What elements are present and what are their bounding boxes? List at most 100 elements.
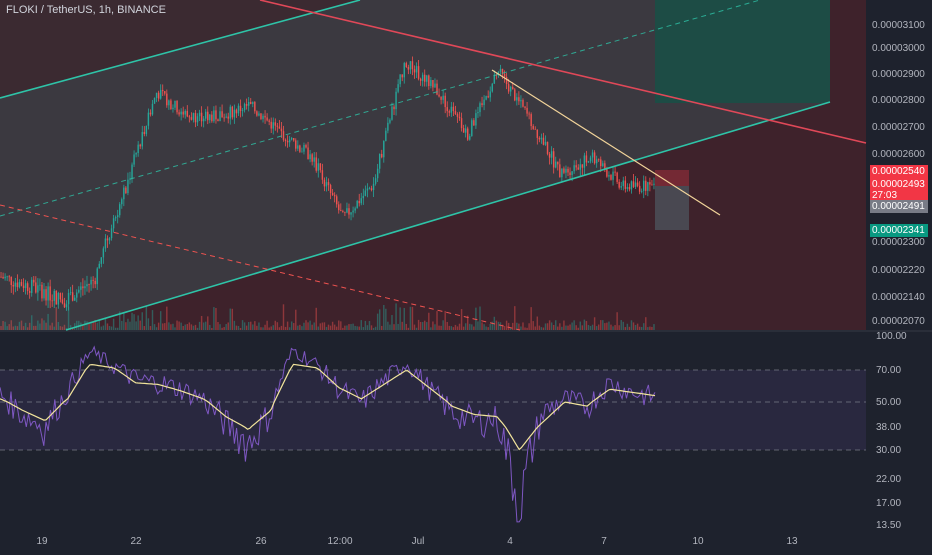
candle-body [43,289,45,299]
candle-body [585,155,588,163]
volume-bar [475,307,477,330]
candle-body [577,167,579,170]
volume-bar [26,327,29,330]
candle-body [41,284,43,299]
candle-body [80,286,82,290]
candle-body [448,111,451,113]
volume-bar [374,326,377,330]
candle-body [481,103,483,106]
volume-bar [487,327,489,330]
candle-body [499,68,502,72]
volume-bar [446,321,448,330]
candle-body [497,71,500,75]
volume-bar [520,326,522,330]
candle-body [383,140,385,158]
candle-body [593,152,596,164]
candle-body [114,217,117,219]
candle-body [157,92,160,99]
candle-body [491,83,493,92]
candle-body [333,195,336,197]
candle-body [604,163,606,170]
candle-body [608,175,610,177]
volume-bar [624,327,627,330]
candle-body [96,268,98,285]
rsi-axis-tick: 50.00 [876,397,901,408]
candle-body [532,126,534,129]
volume-bar [591,324,594,330]
candle-body [385,130,387,141]
candle-body [362,195,365,199]
candle-body [477,112,479,114]
price-axis-tick: 0.00003000 [872,43,925,54]
volume-bar [260,327,262,330]
candle-body [370,188,373,190]
candle-body [254,102,256,112]
candle-body [260,113,262,120]
candle-body [567,168,569,173]
volume-bar [313,322,315,330]
candle-body [653,183,655,185]
candle-body [335,196,338,205]
volume-bar [632,322,635,330]
candle-body [133,154,135,165]
candle-body [106,238,109,241]
candle-body [31,279,33,293]
candle-body [348,208,350,215]
volume-bar [2,320,4,330]
volume-bar [597,324,600,330]
volume-bar [288,327,291,330]
candle-body [211,114,213,122]
volume-bar [86,321,88,330]
volume-bar [561,326,563,330]
volume-bar [366,325,369,330]
volume-bar [33,325,35,330]
volume-bar [280,325,283,330]
candle-body [274,122,277,126]
volume-bar [595,326,598,330]
volume-bar [354,325,356,330]
candle-body [573,165,575,172]
volume-bar [448,325,451,330]
volume-bar [286,321,289,330]
volume-bar [129,321,131,330]
volume-bar [464,323,467,330]
volume-bar [43,320,45,330]
volume-bar [241,320,244,330]
candle-body [450,106,453,113]
volume-bar [477,321,479,330]
volume-bar [522,322,524,330]
candle-body [364,190,367,196]
rsi-axis-tick: 38.00 [876,422,901,433]
candle-body [196,116,199,123]
volume-bar [272,325,274,330]
volume-bar [141,312,143,330]
volume-bar [438,325,440,330]
volume-bar [116,327,119,330]
volume-bar [606,322,608,330]
candle-body [426,75,428,82]
volume-bar [227,322,229,330]
candle-body [391,106,393,120]
candle-body [102,248,105,258]
candle-body [325,182,328,187]
candle-body [432,80,434,88]
volume-bar [231,308,234,330]
volume-bar [383,304,385,330]
volume-bar [321,322,324,330]
volume-bar [333,324,336,330]
candle-body [434,83,436,88]
candle-body [10,276,12,286]
candle-body [413,69,416,73]
volume-bar [0,326,2,330]
candle-body [194,113,197,123]
time-axis-tick: 4 [507,536,513,547]
volume-bar [247,322,250,330]
candle-body [309,154,311,160]
volume-bar [385,308,387,330]
candle-body [182,111,184,115]
candle-body [522,100,524,107]
volume-bar [204,321,207,330]
candle-body [88,284,90,286]
candle-body [323,179,326,187]
